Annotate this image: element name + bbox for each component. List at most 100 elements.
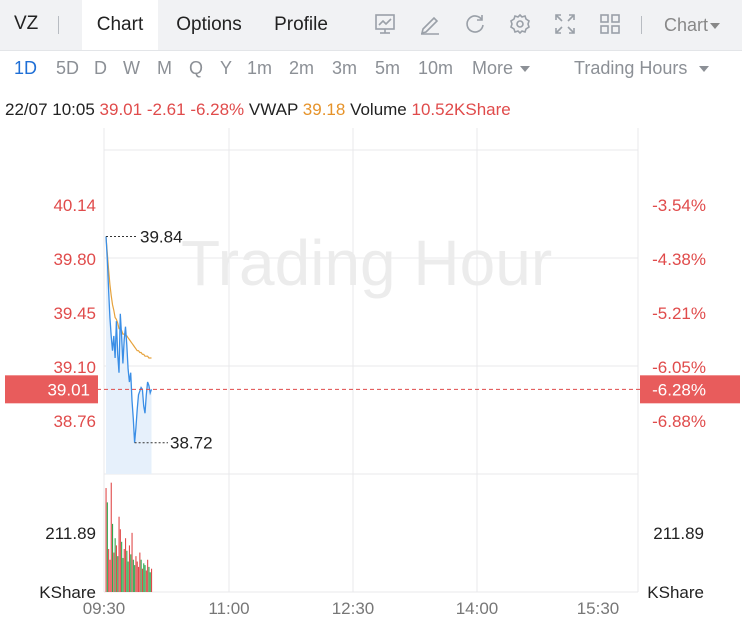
period-1d[interactable]: 1D bbox=[14, 58, 38, 78]
pct-tick: -5.21% bbox=[652, 304, 706, 323]
volume-bar bbox=[144, 565, 146, 592]
high-marker: 39.84 bbox=[140, 228, 183, 247]
ticker-symbol: VZ bbox=[14, 13, 39, 34]
more-periods-dropdown[interactable]: More bbox=[472, 58, 531, 79]
volume-bar bbox=[141, 568, 143, 592]
volume-bar bbox=[134, 565, 136, 592]
more-label: More bbox=[472, 58, 514, 78]
volume-unit-right: KShare bbox=[647, 583, 704, 602]
pct-tick: -3.54% bbox=[652, 196, 706, 215]
time-tick: 14:00 bbox=[456, 599, 499, 618]
volume-bar bbox=[128, 545, 130, 592]
volume-bar bbox=[121, 541, 123, 592]
pct-tick: -6.88% bbox=[652, 412, 706, 431]
volume-bar bbox=[125, 538, 127, 592]
time-tick: 09:30 bbox=[83, 599, 126, 618]
divider bbox=[58, 16, 59, 34]
pct-tick: -4.38% bbox=[652, 250, 706, 269]
settings-gear-icon[interactable] bbox=[508, 12, 532, 36]
volume-bar bbox=[127, 561, 129, 592]
volume-bar bbox=[140, 559, 142, 592]
period-5d[interactable]: 5D bbox=[56, 58, 80, 78]
quote-info-line: 22/07 10:05 39.01 -2.61 -6.28% VWAP 39.1… bbox=[5, 100, 511, 120]
period-selector: 1D 5D D W M Q Y 1m 2m 3m 5m 10m More Tra… bbox=[0, 52, 742, 88]
volume-bar bbox=[118, 516, 120, 592]
volume-label: Volume bbox=[350, 100, 407, 119]
price-tick: 38.76 bbox=[53, 412, 96, 431]
vwap-line bbox=[105, 236, 152, 359]
low-marker: 38.72 bbox=[170, 434, 213, 453]
chevron-down-icon bbox=[710, 23, 721, 30]
volume-bar bbox=[115, 545, 117, 592]
price-tick: 39.10 bbox=[53, 358, 96, 377]
chart-type-icon[interactable] bbox=[373, 12, 397, 36]
time-tick: 12:30 bbox=[332, 599, 375, 618]
chart-settings-dropdown[interactable]: Chart bbox=[664, 15, 721, 36]
period-d[interactable]: D bbox=[94, 58, 107, 78]
chevron-down-icon bbox=[699, 66, 710, 73]
volume-unit: KShare bbox=[39, 583, 96, 602]
period-5m[interactable]: 5m bbox=[375, 58, 401, 78]
volume-bar bbox=[108, 548, 110, 592]
volume-bar bbox=[149, 572, 151, 592]
volume-bar bbox=[109, 559, 111, 592]
divider bbox=[641, 16, 642, 34]
session-label: Trading Hours bbox=[574, 58, 688, 78]
volume-bar bbox=[130, 554, 132, 592]
volume-bar bbox=[113, 552, 115, 592]
period-q[interactable]: Q bbox=[189, 58, 204, 78]
grid-layout-icon[interactable] bbox=[598, 12, 622, 36]
draw-pencil-icon[interactable] bbox=[418, 12, 442, 36]
trading-hours-dropdown[interactable]: Trading Hours bbox=[574, 58, 710, 79]
volume-bar bbox=[112, 523, 114, 592]
volume-bar bbox=[132, 559, 134, 592]
current-pct-label: -6.28% bbox=[652, 380, 706, 399]
chart-menu-label: Chart bbox=[664, 15, 709, 35]
period-2m[interactable]: 2m bbox=[289, 58, 315, 78]
quote-change: -2.61 bbox=[146, 100, 186, 119]
vwap-value: 39.18 bbox=[302, 100, 346, 119]
pct-tick: -6.05% bbox=[652, 358, 706, 377]
tab-options[interactable]: Options bbox=[176, 14, 242, 35]
chevron-down-icon bbox=[520, 66, 531, 73]
volume-bar bbox=[131, 532, 133, 592]
volume-bar bbox=[147, 559, 149, 592]
volume-bar bbox=[105, 488, 107, 592]
price-line bbox=[105, 236, 153, 443]
volume-bar bbox=[123, 548, 125, 592]
volume-value: 10.52KShare bbox=[411, 100, 511, 119]
chart-watermark: Trading Hour bbox=[181, 227, 552, 299]
tab-profile[interactable]: Profile bbox=[274, 14, 328, 35]
chart-grid bbox=[103, 128, 639, 593]
price-tick: 40.14 bbox=[53, 196, 96, 215]
quote-change-pct: -6.28% bbox=[190, 100, 245, 119]
period-10m[interactable]: 10m bbox=[418, 58, 454, 78]
current-price-tag bbox=[5, 375, 98, 404]
volume-bar bbox=[126, 550, 128, 592]
volume-bar bbox=[145, 570, 147, 592]
tab-chart[interactable]: Chart bbox=[82, 0, 158, 50]
volume-tick: 211.89 bbox=[45, 524, 96, 543]
period-m[interactable]: M bbox=[157, 58, 172, 78]
volume-bars bbox=[105, 482, 153, 592]
period-1m[interactable]: 1m bbox=[247, 58, 273, 78]
period-3m[interactable]: 3m bbox=[332, 58, 358, 78]
refresh-icon[interactable] bbox=[463, 12, 487, 36]
period-y[interactable]: Y bbox=[220, 58, 233, 78]
period-w[interactable]: W bbox=[123, 58, 140, 78]
volume-bar bbox=[119, 529, 121, 592]
volume-bar bbox=[106, 502, 108, 592]
volume-bar bbox=[122, 557, 124, 592]
quote-price: 39.01 bbox=[99, 100, 143, 119]
volume-bar bbox=[148, 566, 150, 592]
volume-tick-right: 211.89 bbox=[653, 524, 704, 543]
quote-datetime: 22/07 10:05 bbox=[5, 100, 95, 119]
current-price-label: 39.01 bbox=[47, 380, 90, 399]
volume-bar bbox=[110, 482, 112, 592]
volume-bar bbox=[151, 568, 153, 592]
fullscreen-icon[interactable] bbox=[553, 12, 577, 36]
price-tick: 39.45 bbox=[53, 304, 96, 323]
volume-bar bbox=[139, 552, 141, 592]
volume-bar bbox=[114, 538, 116, 592]
